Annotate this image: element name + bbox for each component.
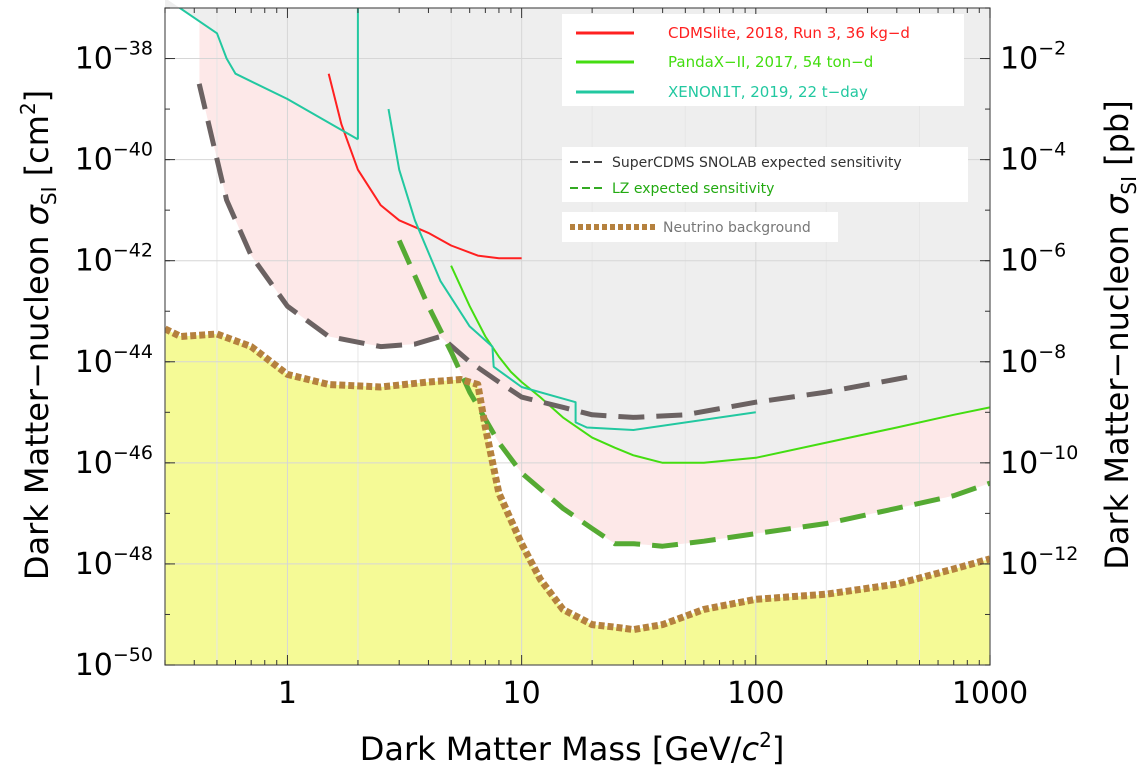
x-axis-title-sup: 2 [759, 728, 772, 752]
y-left-tick-label-base: 10 [75, 143, 113, 178]
y-right-tick-label-base: 10 [1000, 244, 1038, 279]
y-axis-left-title-main: Dark Matter−nucleon [18, 225, 56, 580]
x-axis-title-end: ] [772, 730, 784, 768]
y-left-tick-label-exp: −42 [113, 240, 153, 262]
y-left-tick-label: 10−46 [75, 442, 153, 481]
legend-label-xenon1t-2019-22-t-day: XENON1T, 2019, 22 t−day [668, 83, 868, 101]
x-tick-label: 10 [503, 676, 541, 711]
series-layer [165, 8, 990, 634]
y-axis-left-title-unit: [cm [18, 115, 56, 186]
y-left-tick-label-base: 10 [75, 648, 113, 683]
series-line-xenon1t-2019-22-t-day [178, 8, 359, 141]
y-left-tick-label: 10−50 [75, 644, 153, 683]
y-left-tick-label-exp: −46 [113, 442, 153, 464]
series-line-supercdms-snolab-expected-sensitivity [196, 83, 910, 420]
legend-label-neutrino-background: Neutrino background [663, 220, 811, 236]
y-axis-left-title-sym: σ [18, 203, 56, 225]
y-right-tick-label-exp: −12 [1038, 543, 1078, 565]
series-line-neutrino-background [165, 325, 990, 634]
series-line-cdmslite-2018-run-3-36-kg-d [327, 73, 522, 260]
y-left-tick-label-exp: −38 [113, 38, 153, 60]
y-left-tick-label: 10−38 [75, 38, 153, 77]
y-right-tick-label-exp: −10 [1038, 442, 1078, 464]
series-line-xenon1t-2019-22-t-day [387, 108, 756, 431]
y-left-tick-label: 10−42 [75, 240, 153, 279]
y-left-tick-label-exp: −50 [113, 644, 153, 666]
y-right-tick-label: 10−2 [1000, 38, 1066, 77]
legend-label-pandax-ii-2017-54-ton-d: PandaX−II, 2017, 54 ton−d [668, 53, 873, 71]
y-axis-left-title-unit-sup: 2 [16, 102, 40, 115]
legend-label-cdmslite-2018-run-3-36-kg-d: CDMSlite, 2018, Run 3, 36 kg−d [668, 24, 910, 42]
y-right-tick-label-base: 10 [1000, 143, 1038, 178]
y-left-tick-label: 10−48 [75, 543, 153, 582]
y-axis-left-title-end: ] [18, 90, 56, 102]
y-left-tick-label-exp: −44 [113, 341, 153, 363]
legend-box-projected [562, 147, 968, 202]
y-right-tick-label-exp: −4 [1038, 139, 1066, 161]
plot-frame [164, 7, 991, 666]
x-axis-title: Dark Matter Mass [GeV/c2] [360, 728, 785, 768]
y-left-tick-label-base: 10 [75, 345, 113, 380]
y-right-tick-label: 10−6 [1000, 240, 1066, 279]
y-right-tick-label: 10−8 [1000, 341, 1066, 380]
frame-layer [164, 7, 991, 666]
neutrino-floor-region [165, 328, 990, 665]
y-left-tick-label-base: 10 [75, 547, 113, 582]
y-right-tick-label-exp: −2 [1038, 38, 1066, 60]
legend-box-neutrino [562, 212, 838, 242]
y-left-tick-label: 10−44 [75, 341, 153, 380]
y-left-tick-label-base: 10 [75, 244, 113, 279]
y-right-tick-label-base: 10 [1000, 446, 1038, 481]
y-axis-right-title-sym: σ [1098, 193, 1136, 215]
y-axis-right-title-unit: [pb] [1098, 100, 1136, 176]
x-axis-title-main: Dark Matter Mass [GeV/ [360, 730, 742, 768]
series-line-lz-expected-sensitivity [396, 239, 990, 549]
tick-layer: 1 10 100 100010−3810−4010−4210−4410−4610−48… [75, 7, 1078, 711]
y-axis-right-title: Dark Matter−nucleon σSI [pb] [1098, 100, 1141, 569]
y-right-tick-label-exp: −6 [1038, 240, 1066, 262]
y-right-tick-label-exp: −8 [1038, 341, 1066, 363]
y-axis-right-title-main: Dark Matter−nucleon [1098, 215, 1136, 570]
y-right-tick-label: 10−12 [1000, 543, 1078, 582]
series-line-pandax-ii-2017-54-ton-d [450, 265, 990, 464]
y-axis-left-title: Dark Matter−nucleon σSI [cm2] [16, 90, 61, 580]
y-left-tick-label-exp: −48 [113, 543, 153, 565]
x-tick-label: 1 [278, 676, 297, 711]
x-tick-label: 1000 [952, 676, 1028, 711]
y-left-tick-label-base: 10 [75, 42, 113, 77]
y-right-tick-label-base: 10 [1000, 42, 1038, 77]
legend-label-supercdms-snolab-expected-sensitivity: SuperCDMS SNOLAB expected sensitivity [612, 155, 902, 171]
y-left-tick-label-exp: −40 [113, 139, 153, 161]
legend-layer: CDMSlite, 2018, Run 3, 36 kg−d PandaX−II,… [562, 14, 968, 242]
y-left-tick-label: 10−40 [75, 139, 153, 178]
legend-label-lz-expected-sensitivity: LZ expected sensitivity [612, 181, 774, 197]
y-axis-right-title-sub: SI [1117, 176, 1141, 195]
y-right-tick-label-base: 10 [1000, 345, 1038, 380]
y-right-tick-label: 10−4 [1000, 139, 1066, 178]
y-left-tick-label-base: 10 [75, 446, 113, 481]
y-right-tick-label: 10−10 [1000, 442, 1078, 481]
x-axis-title-var: c [742, 730, 760, 768]
y-axis-left-title-sub: SI [37, 186, 61, 205]
y-right-tick-label-base: 10 [1000, 547, 1038, 582]
x-tick-label: 100 [727, 676, 784, 711]
